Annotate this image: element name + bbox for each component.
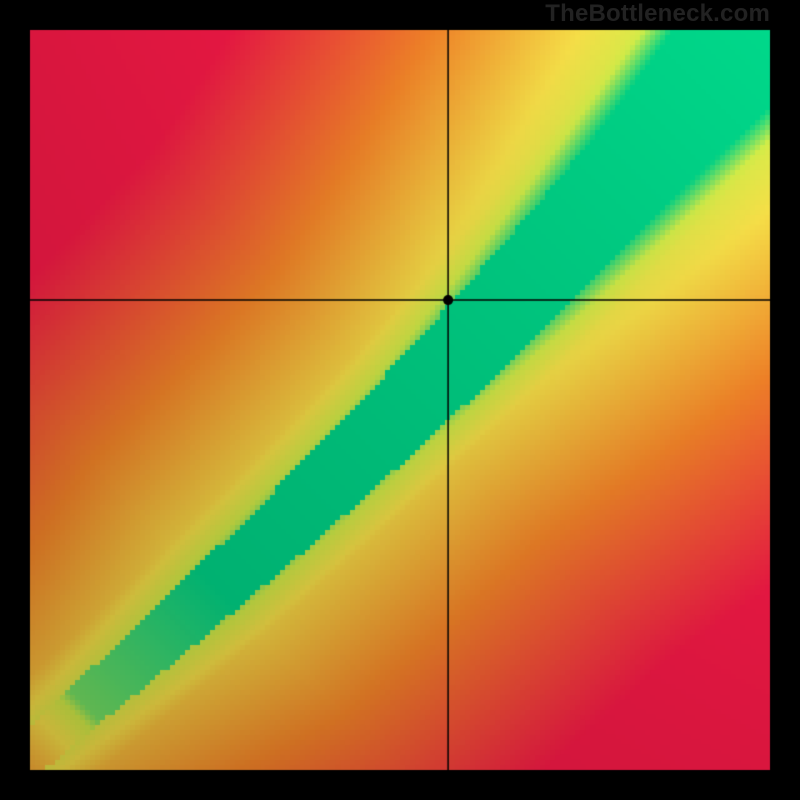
watermark-text: TheBottleneck.com: [545, 0, 770, 28]
chart-container: TheBottleneck.com: [0, 0, 800, 800]
bottleneck-heatmap: [0, 0, 800, 800]
